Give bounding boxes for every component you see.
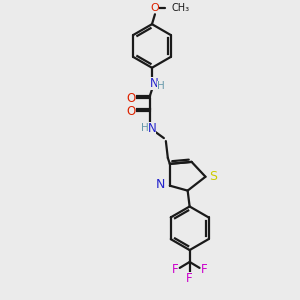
Text: O: O xyxy=(127,105,136,118)
Text: N: N xyxy=(148,122,156,135)
Text: F: F xyxy=(201,263,208,276)
Text: S: S xyxy=(209,170,217,183)
Text: O: O xyxy=(151,3,159,13)
Text: N: N xyxy=(150,77,158,90)
Text: H: H xyxy=(157,81,165,91)
Text: O: O xyxy=(127,92,136,105)
Text: F: F xyxy=(172,263,178,276)
Text: F: F xyxy=(186,272,193,285)
Text: CH₃: CH₃ xyxy=(172,3,190,13)
Text: H: H xyxy=(141,123,149,133)
Text: N: N xyxy=(156,178,166,191)
